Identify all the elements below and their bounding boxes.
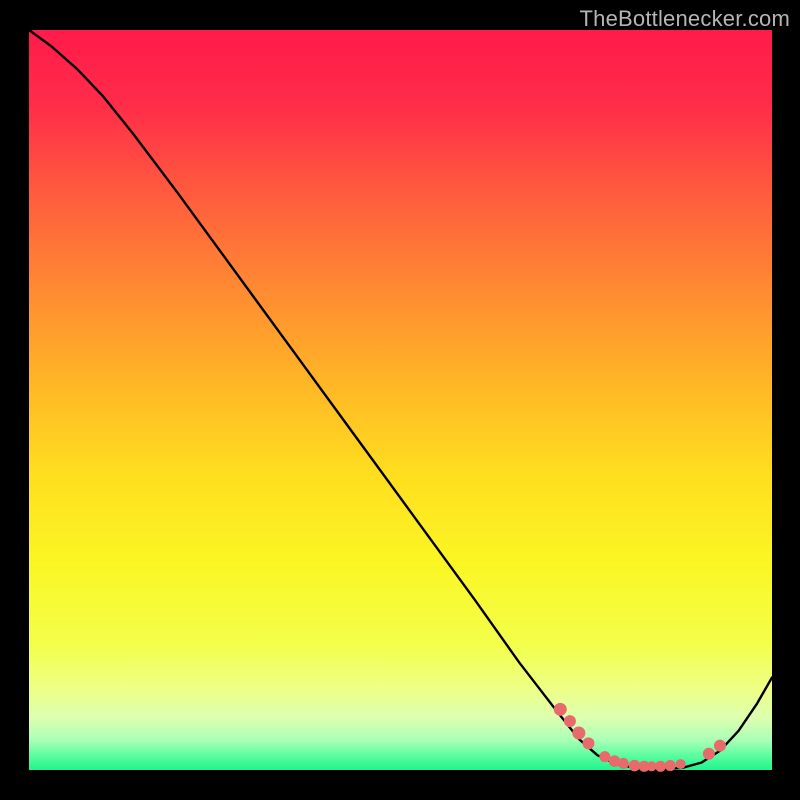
data-marker xyxy=(703,748,715,760)
data-marker xyxy=(564,715,576,727)
data-marker xyxy=(676,759,686,769)
data-marker xyxy=(665,760,676,771)
curve-layer xyxy=(29,30,772,770)
marker-layer xyxy=(554,703,726,772)
plot-area xyxy=(29,30,772,770)
data-marker xyxy=(554,703,567,716)
data-marker xyxy=(599,751,610,762)
data-marker xyxy=(714,740,726,752)
data-marker xyxy=(572,727,585,740)
chart-root: TheBottlenecker.com xyxy=(0,0,800,800)
data-marker xyxy=(618,758,629,769)
data-marker xyxy=(629,760,641,772)
data-marker xyxy=(655,761,666,772)
bottleneck-curve xyxy=(29,30,772,769)
watermark-text: TheBottlenecker.com xyxy=(580,6,790,32)
data-marker xyxy=(582,737,594,749)
